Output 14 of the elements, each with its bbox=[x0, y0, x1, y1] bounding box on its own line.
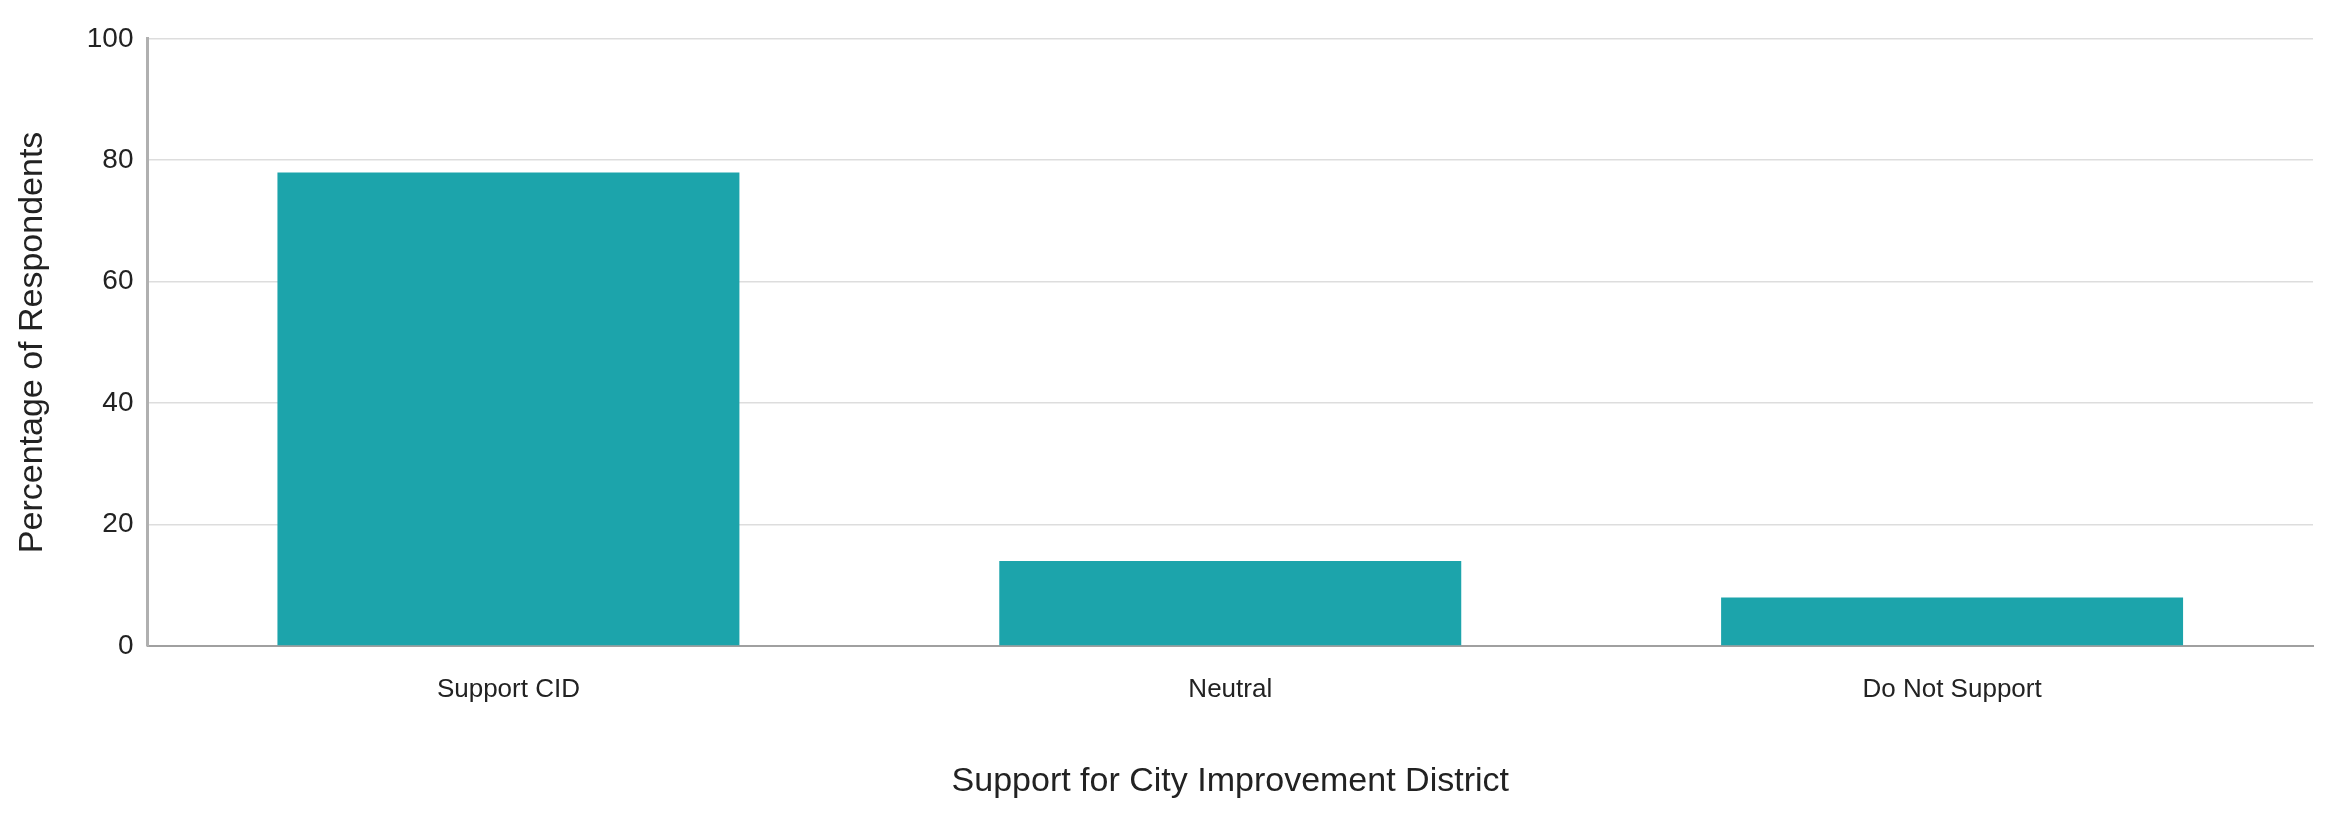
y-tick-label: 20 bbox=[102, 507, 134, 539]
y-tick-label: 80 bbox=[102, 142, 134, 174]
bar bbox=[1721, 597, 2184, 646]
x-tick-label: Do Not Support bbox=[1862, 672, 2043, 703]
bar bbox=[999, 560, 1462, 646]
y-tick-label: 40 bbox=[102, 385, 134, 417]
x-tick-label: Support CID bbox=[436, 672, 580, 703]
y-tick-label: 100 bbox=[86, 21, 134, 53]
x-tick-label: Neutral bbox=[1188, 672, 1273, 703]
y-tick-label: 60 bbox=[102, 264, 134, 296]
y-tick-label: 0 bbox=[117, 628, 134, 660]
x-axis-title: Support for City Improvement District bbox=[951, 759, 1510, 798]
bar bbox=[277, 172, 740, 646]
y-axis-title: Percentage of Respondents bbox=[10, 131, 49, 554]
